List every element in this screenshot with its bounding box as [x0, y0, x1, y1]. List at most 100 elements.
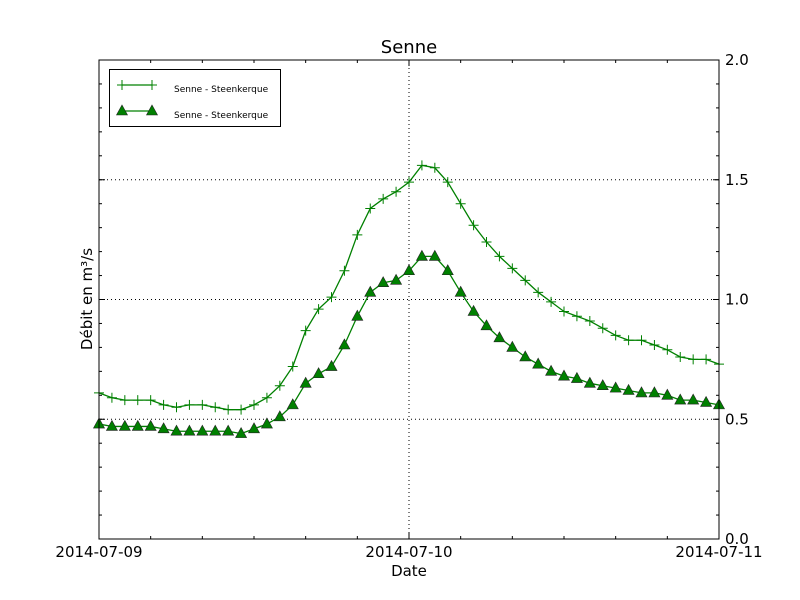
legend-triangle-icon	[115, 104, 129, 116]
data-point-plus	[300, 325, 311, 336]
data-point-plus	[313, 304, 324, 315]
data-point-triangle	[428, 249, 441, 261]
data-point-plus	[404, 177, 414, 188]
data-point-plus	[468, 220, 479, 231]
data-point-plus	[391, 186, 402, 197]
data-point-plus	[416, 160, 427, 171]
data-point-triangle	[519, 350, 532, 362]
data-point-plus	[326, 292, 337, 303]
data-point-plus	[274, 380, 285, 391]
data-point-triangle	[118, 419, 131, 431]
data-point-triangle	[299, 376, 312, 388]
data-point-triangle	[364, 285, 377, 297]
plot-frame	[98, 59, 720, 540]
data-point-triangle	[570, 371, 583, 383]
ticks: 0.0 0.5 1.0 1.5 2.0 2014-07-09 2014-07-10 2014-…	[55, 51, 762, 561]
data-point-triangle	[661, 388, 674, 400]
legend: Senne - Steenkerque Senne - Steenkerque	[109, 69, 281, 127]
data-point-triangle	[338, 338, 351, 350]
data-point-triangle	[609, 381, 622, 393]
data-point-triangle	[674, 393, 687, 405]
data-point-plus	[365, 203, 376, 214]
data-point-triangle	[390, 273, 403, 285]
data-point-plus	[158, 399, 169, 410]
data-point-plus	[688, 354, 699, 365]
data-point-triangle	[351, 309, 364, 321]
data-point-triangle	[247, 422, 261, 434]
data-point-triangle	[183, 424, 196, 436]
data-point-triangle	[480, 319, 493, 331]
data-point-plus	[662, 344, 673, 355]
series-layer	[92, 160, 726, 438]
data-point-plus	[106, 392, 117, 403]
y-tick-label: 2.0	[725, 51, 749, 69]
data-point-plus	[378, 193, 389, 204]
series-2	[92, 249, 726, 438]
data-point-triangle	[635, 386, 648, 398]
legend-box	[109, 69, 281, 127]
data-point-triangle	[454, 285, 467, 297]
x-tick-label: 2014-07-11	[675, 543, 762, 561]
data-point-triangle	[105, 419, 118, 431]
data-point-plus	[223, 404, 234, 415]
data-point-plus	[636, 335, 647, 346]
data-point-plus	[494, 251, 505, 262]
data-point-plus	[236, 404, 247, 415]
data-point-triangle	[700, 395, 713, 407]
legend-label-2: Senne - Steenkerque	[174, 111, 269, 121]
data-point-plus	[584, 316, 595, 327]
data-point-plus	[546, 296, 557, 307]
data-point-plus	[559, 306, 569, 317]
data-point-triangle	[325, 359, 338, 371]
grid	[99, 60, 719, 539]
data-point-plus	[145, 395, 156, 406]
data-point-triangle	[209, 424, 222, 436]
data-point-triangle	[286, 398, 299, 410]
data-point-triangle	[415, 249, 428, 261]
data-point-plus	[597, 323, 608, 334]
data-point-triangle	[687, 393, 700, 405]
data-point-triangle	[170, 424, 183, 436]
series-line	[98, 255, 720, 435]
data-point-triangle	[157, 422, 170, 434]
data-point-triangle	[273, 410, 286, 422]
data-point-triangle	[441, 264, 454, 276]
data-point-triangle	[222, 424, 235, 436]
data-point-plus	[210, 402, 221, 413]
data-point-plus	[261, 392, 272, 403]
data-point-triangle	[583, 376, 596, 388]
data-point-triangle	[131, 419, 144, 431]
data-point-plus	[119, 395, 130, 406]
data-point-triangle	[596, 379, 609, 391]
data-point-plus	[623, 335, 634, 346]
x-axis-label: Date	[391, 562, 427, 580]
data-point-plus	[520, 275, 531, 286]
legend-plus-icon	[147, 80, 157, 90]
series-1	[94, 160, 724, 415]
chart-title: Senne	[381, 37, 437, 58]
data-point-triangle	[144, 419, 157, 431]
data-point-triangle	[622, 383, 635, 395]
data-point-plus	[429, 162, 440, 173]
data-point-triangle	[648, 386, 661, 398]
data-point-plus	[507, 263, 518, 274]
data-point-triangle	[235, 426, 248, 438]
legend-plus-icon	[117, 80, 127, 90]
y-tick-label: 0.5	[725, 410, 749, 428]
y-tick-label: 1.0	[725, 291, 749, 309]
data-point-plus	[571, 311, 582, 322]
data-point-plus	[197, 399, 208, 410]
data-point-plus	[455, 198, 466, 209]
x-tick-label: 2014-07-09	[55, 543, 142, 561]
data-point-triangle	[557, 369, 571, 381]
legend-label-1: Senne - Steenkerque	[174, 85, 269, 95]
data-point-triangle	[532, 357, 545, 369]
y-tick-label: 1.5	[725, 171, 749, 189]
data-point-plus	[352, 229, 363, 240]
x-tick-label: 2014-07-10	[365, 543, 452, 561]
data-point-triangle	[196, 424, 209, 436]
data-point-plus	[132, 395, 143, 406]
data-point-plus	[339, 265, 350, 276]
data-point-plus	[249, 399, 259, 410]
